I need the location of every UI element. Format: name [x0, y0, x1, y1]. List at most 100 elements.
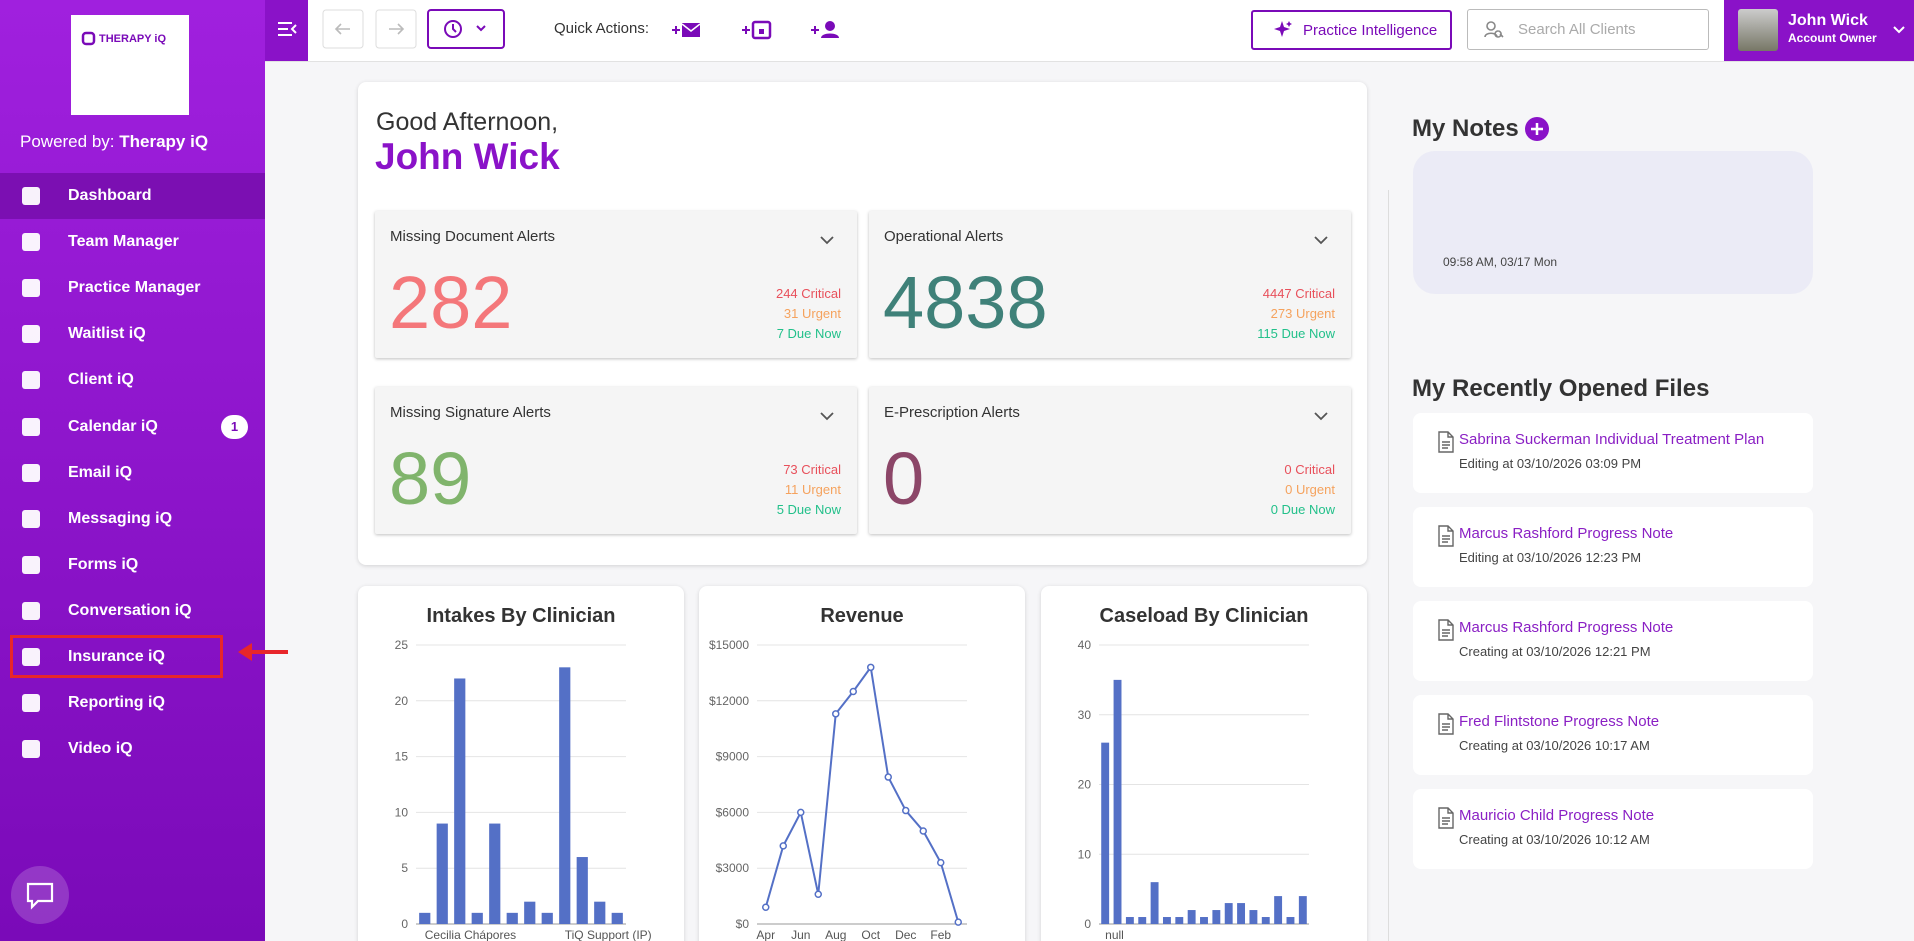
nav-item[interactable]: Calendar iQ 1 [0, 404, 265, 450]
nav-item[interactable]: Insurance iQ [0, 634, 265, 680]
nav-item[interactable]: Messaging iQ [0, 496, 265, 542]
chart-title: Caseload By Clinician [1100, 605, 1309, 627]
x-tick-label: TiQ Support (IP) [565, 928, 652, 941]
file-name: Marcus Rashford Progress Note [1459, 525, 1674, 542]
bar [1138, 917, 1147, 924]
line [764, 664, 960, 923]
point [832, 710, 840, 718]
nav-item[interactable]: Client iQ [0, 357, 265, 403]
chart-title: Revenue [820, 605, 903, 627]
alert-due: 115 Due Now [1257, 326, 1335, 341]
file-status: Editing at 03/10/2026 12:23 PM [1459, 550, 1642, 565]
back-button[interactable] [322, 9, 364, 49]
add-note[interactable] [1524, 116, 1550, 142]
sidebar: THERAPY iQ Powered by: Therapy iQ Dashbo… [0, 0, 265, 941]
quick-email[interactable] [672, 23, 701, 37]
nav-item[interactable]: Dashboard [0, 173, 265, 219]
bar [1261, 917, 1270, 924]
nav-label: Team Manager [68, 233, 179, 251]
chart-card: Caseload By Clinician 0 10 20 30 40 null [1041, 586, 1367, 941]
quick-calendar[interactable] [742, 20, 772, 40]
alert-urgent: 0 Urgent [1285, 482, 1335, 497]
alert-urgent: 11 Urgent [784, 482, 841, 497]
greeting-name: John Wick [375, 136, 560, 177]
y-tick-label: 20 [1078, 778, 1092, 792]
nav-item[interactable]: Reporting iQ [0, 680, 265, 726]
note-timestamp: 09:58 AM, 03/17 Mon [1443, 255, 1558, 269]
chat-button[interactable] [11, 866, 69, 924]
doc [1438, 431, 1454, 453]
quick-client[interactable] [811, 21, 839, 38]
x-tick-label: Apr [756, 928, 775, 941]
alert-title: E-Prescription Alerts [884, 404, 1020, 421]
file-card[interactable]: Sabrina Suckerman Individual Treatment P… [1413, 413, 1813, 493]
history-button[interactable] [427, 9, 505, 49]
bar [454, 678, 466, 924]
divider [1388, 190, 1389, 941]
nav-item[interactable]: Team Manager [0, 219, 265, 265]
point [884, 773, 892, 781]
file-card[interactable]: Marcus Rashford Progress Note Editing at … [1413, 507, 1813, 587]
y-tick-label: $3000 [716, 861, 750, 875]
alert-critical: 73 Critical [783, 462, 841, 477]
nav-item[interactable]: Email iQ [0, 450, 265, 496]
nav-item[interactable]: Video iQ [0, 726, 265, 772]
point [867, 663, 875, 672]
nav-label: Messaging iQ [68, 509, 173, 527]
nav-label: Client iQ [68, 371, 134, 389]
menu-icon [278, 22, 297, 36]
alert-chevron[interactable] [1313, 411, 1329, 421]
y-tick-label: 0 [1084, 917, 1091, 931]
powered-label: Powered by: [20, 132, 115, 151]
search-box[interactable]: Search All Clients [1467, 9, 1709, 50]
y-tick-label: 20 [395, 694, 409, 708]
alert-chevron[interactable] [819, 235, 835, 245]
y-tick-label: 10 [395, 805, 409, 819]
alert-count: 89 [389, 437, 472, 520]
powered-by: Powered by: Therapy iQ [20, 132, 208, 152]
file-icon [1438, 807, 1454, 829]
bar [1249, 910, 1258, 924]
bar [1212, 910, 1221, 924]
nav-item[interactable]: Waitlist iQ [0, 311, 265, 357]
alert-count: 282 [389, 261, 513, 344]
file-card[interactable]: Mauricio Child Progress Note Creating at … [1413, 789, 1813, 869]
practice-intelligence-button[interactable]: Practice Intelligence [1251, 10, 1452, 50]
alert-chevron[interactable] [819, 411, 835, 421]
nav-label: Dashboard [68, 187, 152, 204]
logo-icon [81, 31, 96, 46]
logo[interactable]: THERAPY iQ [71, 15, 189, 115]
user-menu[interactable]: John Wick Account Owner [1724, 0, 1914, 61]
file-icon [1438, 525, 1454, 547]
bar [1150, 882, 1159, 924]
forward-button[interactable] [375, 9, 417, 49]
nav-label: Video iQ [68, 740, 133, 758]
y-tick-label: $9000 [716, 750, 750, 764]
alert-chevron[interactable] [1313, 235, 1329, 245]
bar [1286, 917, 1295, 924]
file-card[interactable]: Fred Flintstone Progress Note Creating at… [1413, 695, 1813, 775]
bar [559, 667, 571, 924]
bar [1274, 896, 1283, 924]
file-card[interactable]: Marcus Rashford Progress Note Creating at… [1413, 601, 1813, 681]
nav-item[interactable]: Conversation iQ [0, 588, 265, 634]
y-tick-label: $6000 [716, 805, 750, 819]
nav-icon [22, 509, 40, 528]
nav-badge: 1 [221, 414, 248, 439]
bar [1237, 903, 1246, 924]
y-tick-label: 15 [395, 750, 409, 764]
nav-label: Conversation iQ [68, 601, 192, 619]
quick-actions-label: Quick Actions: [554, 20, 650, 37]
alert-critical: 0 Critical [1284, 462, 1335, 477]
doc [1438, 713, 1454, 735]
bar [1200, 917, 1208, 924]
x-tick-label: null [1105, 928, 1124, 941]
user-role: Account Owner [1788, 31, 1877, 45]
y-tick-label: 5 [401, 861, 408, 875]
chart: Revenue $0 $3000 $6000 $9000 $12000 $15000 Apr J… [709, 605, 967, 941]
menu-toggle[interactable] [265, 0, 308, 61]
nav-item[interactable]: Forms iQ [0, 542, 265, 588]
alert-title: Operational Alerts [884, 228, 1004, 245]
nav-item[interactable]: Practice Manager [0, 265, 265, 311]
search-placeholder: Search All Clients [1518, 21, 1636, 38]
